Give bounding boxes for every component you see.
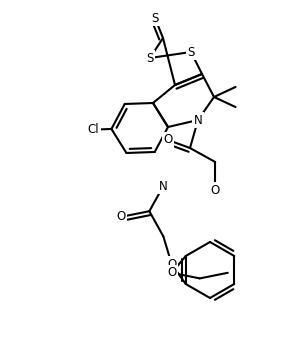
Text: N: N: [194, 113, 202, 127]
Text: O: O: [167, 258, 176, 271]
Text: N: N: [159, 180, 168, 192]
Text: O: O: [210, 183, 220, 197]
Text: S: S: [146, 52, 154, 64]
Text: Cl: Cl: [88, 123, 99, 136]
Text: S: S: [151, 11, 159, 25]
Text: S: S: [187, 46, 195, 58]
Text: O: O: [117, 210, 126, 223]
Text: O: O: [167, 266, 176, 279]
Text: O: O: [163, 133, 172, 146]
